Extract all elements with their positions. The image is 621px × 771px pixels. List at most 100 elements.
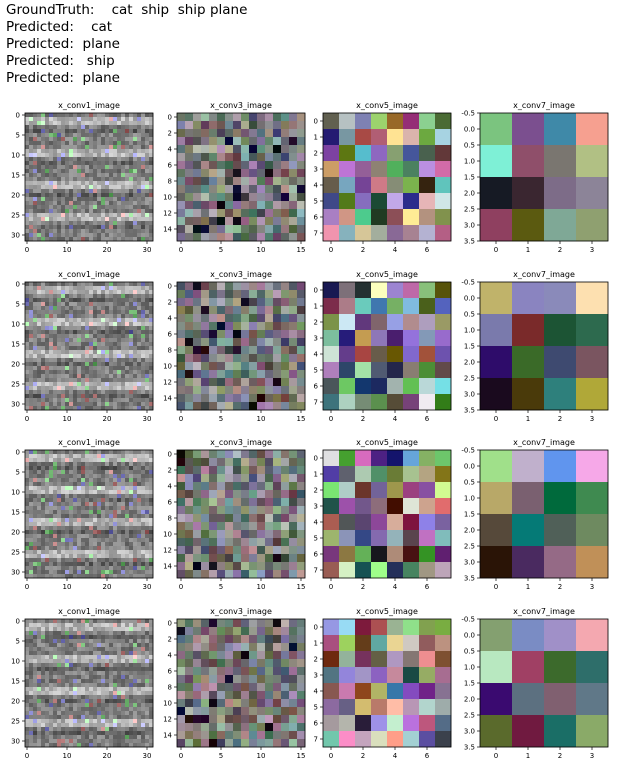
heatmap-cell (53, 310, 58, 315)
heatmap-cell (125, 318, 130, 323)
heatmap-cell (141, 663, 146, 668)
heatmap-cell (97, 526, 102, 531)
heatmap-cell (93, 306, 98, 311)
heatmap-cell (201, 169, 210, 178)
heatmap-cell (69, 478, 74, 483)
heatmap-cell (41, 354, 46, 359)
heatmap-cell (65, 398, 70, 403)
heatmap-cell (113, 675, 118, 680)
heatmap-cell (109, 133, 114, 138)
heatmap-cell (105, 663, 110, 668)
heatmap-cell (65, 185, 70, 190)
heatmap-cell (125, 450, 130, 455)
heatmap-cell (113, 398, 118, 403)
heatmap-cell (57, 237, 62, 242)
heatmap-cell (57, 133, 62, 138)
heatmap-cell (371, 282, 388, 299)
heatmap-cell (121, 233, 126, 238)
heatmap-cell (57, 558, 62, 563)
heatmap-cell (281, 386, 290, 395)
heatmap-cell (101, 619, 106, 624)
ground-truth-value: ship (177, 2, 206, 18)
heatmap-cell (101, 161, 106, 166)
heatmap-cell (125, 454, 130, 459)
heatmap-cell (57, 298, 62, 303)
heatmap-cell (33, 350, 38, 355)
heatmap-cell (387, 282, 404, 299)
heatmap-cell (77, 542, 82, 547)
heatmap-cell (371, 209, 388, 226)
heatmap-cell (209, 113, 218, 122)
heatmap-cell (81, 647, 86, 652)
heatmap-cell (109, 506, 114, 511)
x-tick-label: 0 (25, 246, 29, 254)
heatmap-cell (73, 342, 78, 347)
heatmap-cell (281, 466, 290, 475)
heatmap-cell (29, 298, 34, 303)
heatmap-cell (145, 141, 150, 146)
heatmap-cell (109, 185, 114, 190)
heatmap-cell (49, 486, 54, 491)
heatmap-cell (105, 169, 110, 174)
heatmap-cell (109, 514, 114, 519)
heatmap-cell (37, 466, 42, 471)
heatmap-cell (117, 558, 122, 563)
heatmap-cell (249, 498, 258, 507)
heatmap-cell (129, 306, 134, 311)
heatmap-cell (33, 342, 38, 347)
heatmap-cell (61, 141, 66, 146)
heatmap-cell (61, 209, 66, 214)
heatmap-cell (129, 302, 134, 307)
heatmap-cell (29, 687, 34, 692)
y-tick-label: 7 (314, 399, 318, 407)
heatmap-cell (141, 225, 146, 230)
heatmap-cell (113, 173, 118, 178)
x-tick-label: 10 (257, 415, 266, 423)
heatmap-cell (141, 655, 146, 660)
heatmap-cell (97, 663, 102, 668)
heatmap-cell (323, 482, 340, 499)
heatmap-cell (113, 125, 118, 130)
heatmap-cell (121, 679, 126, 684)
heatmap-cell (33, 153, 38, 158)
heatmap-cell (45, 498, 50, 503)
heatmap-cell (105, 338, 110, 343)
heatmap-cell (85, 314, 90, 319)
heatmap-cell (141, 233, 146, 238)
heatmap-cell (177, 137, 186, 146)
heatmap-cell (41, 193, 46, 198)
heatmap-cell (121, 113, 126, 118)
heatmap-cell (65, 217, 70, 222)
heatmap-cell (77, 237, 82, 242)
heatmap-cell (101, 137, 106, 142)
heatmap-cell (53, 149, 58, 154)
heatmap-cell (65, 643, 70, 648)
heatmap-cell (117, 534, 122, 539)
heatmap-cell (109, 125, 114, 130)
heatmap-cell (45, 478, 50, 483)
heatmap-cell (45, 125, 50, 130)
heatmap-cell (233, 129, 242, 138)
heatmap-cell (53, 129, 58, 134)
heatmap-cell (105, 554, 110, 559)
heatmap-cell (121, 318, 126, 323)
heatmap-cell (121, 334, 126, 339)
heatmap-cell (141, 330, 146, 335)
heatmap-cell (113, 141, 118, 146)
x-tick-label: 15 (297, 415, 306, 423)
heatmap-cell (193, 370, 202, 379)
heatmap-cell (65, 338, 70, 343)
heatmap-cell (65, 659, 70, 664)
heatmap-cell (109, 627, 114, 632)
heatmap-cell (97, 386, 102, 391)
heatmap-cell (81, 306, 86, 311)
heatmap-cell (371, 314, 388, 331)
heatmap-cell (177, 185, 186, 194)
heatmap-cell (137, 562, 142, 567)
heatmap-cell (273, 538, 282, 547)
heatmap-cell (65, 129, 70, 134)
heatmap-cell (57, 470, 62, 475)
heatmap-cell (281, 177, 290, 186)
heatmap-cell (77, 550, 82, 555)
heatmap-cell (233, 450, 242, 459)
